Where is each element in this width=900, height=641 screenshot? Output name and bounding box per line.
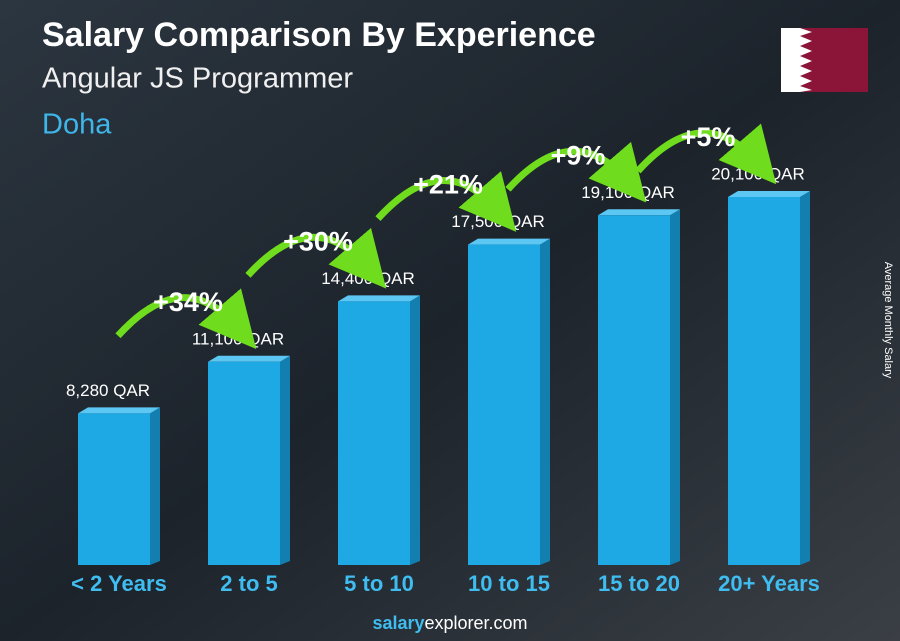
bar-top — [598, 209, 680, 216]
bar — [468, 244, 540, 565]
bar — [338, 301, 410, 565]
change-label: +21% — [413, 170, 483, 200]
bar-top — [728, 191, 810, 197]
change-arrow — [375, 171, 517, 232]
bar — [78, 413, 150, 565]
bar — [728, 197, 800, 565]
change-arrow — [245, 227, 387, 289]
x-tick-label: 15 to 20 — [598, 571, 680, 596]
value-label: 8,280 QAR — [66, 381, 150, 400]
bar-side — [670, 209, 680, 565]
value-label: 19,100 QAR — [581, 183, 675, 202]
bar-top — [338, 295, 420, 302]
bar-top — [208, 355, 290, 362]
bar-side — [410, 295, 420, 565]
footer: salaryexplorer.com — [372, 613, 527, 633]
change-arrow — [115, 288, 257, 350]
change-arrow — [635, 123, 777, 185]
x-tick-label: 20+ Years — [718, 571, 820, 596]
subtitle: Angular JS Programmer — [42, 63, 353, 95]
bar-side — [150, 407, 160, 565]
x-tick-label: < 2 Years — [71, 571, 167, 596]
value-label: 20,100 QAR — [711, 164, 805, 183]
change-label: +9% — [551, 140, 606, 170]
change-label: +30% — [283, 226, 353, 256]
x-tick-label: 2 to 5 — [220, 571, 277, 596]
bar-side — [280, 355, 290, 565]
bar-side — [800, 191, 810, 565]
title: Salary Comparison By Experience — [42, 16, 596, 54]
bar — [208, 361, 280, 565]
change-label: +34% — [153, 287, 223, 317]
change-arrow — [505, 141, 647, 203]
city: Doha — [42, 109, 112, 141]
value-label: 17,500 QAR — [451, 212, 545, 231]
bar — [598, 215, 670, 565]
footer-bold: salary — [372, 613, 424, 633]
x-tick-label: 10 to 15 — [468, 571, 550, 596]
change-label: +5% — [681, 122, 736, 152]
bar-top — [468, 238, 550, 245]
bar-side — [540, 238, 550, 565]
flag — [781, 28, 868, 92]
value-label: 14,400 QAR — [321, 269, 415, 288]
bar-top — [78, 407, 160, 414]
footer-rest: explorer.com — [425, 613, 528, 633]
x-tick-label: 5 to 10 — [344, 571, 414, 596]
y-axis-label: Average Monthly Salary — [882, 262, 894, 379]
value-label: 11,100 QAR — [192, 329, 284, 348]
